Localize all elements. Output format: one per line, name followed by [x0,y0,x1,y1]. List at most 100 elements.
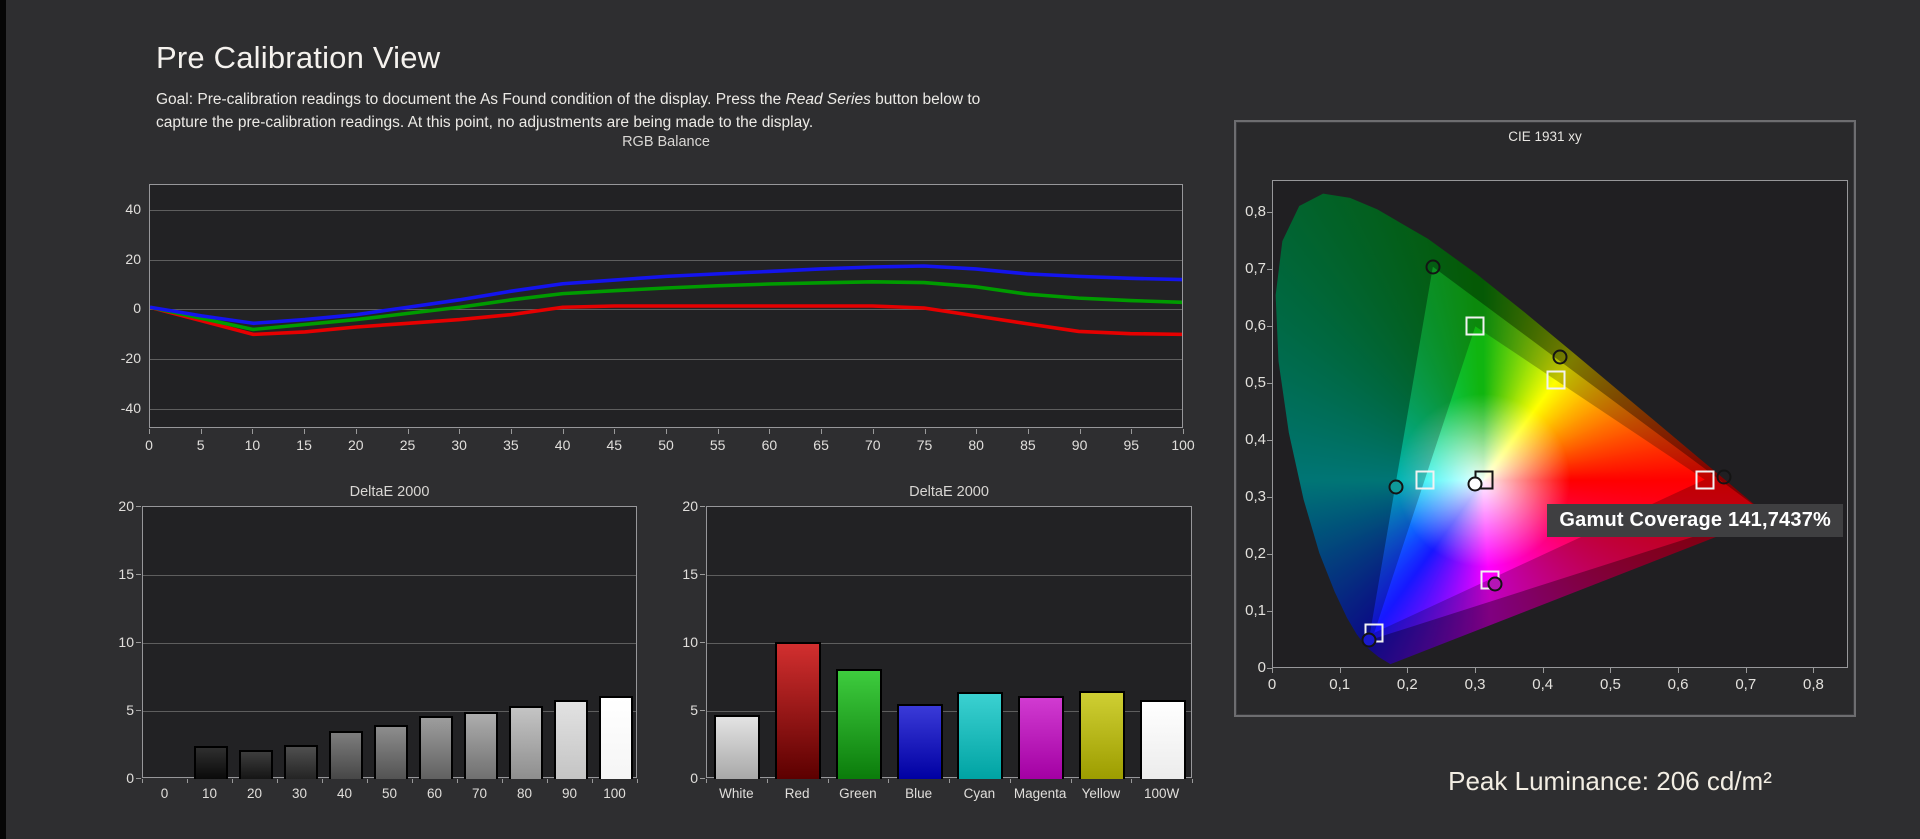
rgb-ytick-label: 20 [125,250,141,267]
deltae-xtick [457,779,458,783]
deltae-gridline [707,711,1191,712]
deltae-ytick-label: 0 [690,770,698,786]
peak-luminance-readout: Peak Luminance: 206 cd/m² [1448,766,1772,796]
rgb-xtick [200,429,202,434]
magenta-measured [1487,576,1503,592]
deltae-xtick [949,779,950,783]
rgb-xtick-label: 20 [348,437,364,453]
deltae-bar [553,700,588,779]
deltae-gridline [143,711,636,712]
deltae-bar [508,705,543,779]
yellow-target [1546,370,1566,390]
deltae-xtick-label: Cyan [963,786,996,801]
green-target [1465,316,1485,336]
deltae-xtick-label: Magenta [1013,786,1067,801]
deltae-bar [714,715,761,779]
deltae-xtick-label: 20 [246,786,263,801]
cyan-measured [1388,479,1404,495]
deltae-grayscale-title: DeltaE 2000 [349,484,430,500]
rgb-xtick [252,429,254,434]
deltae-bar [373,724,408,779]
cie-xtick [1813,668,1815,673]
blue-measured [1361,632,1377,648]
deltae-xtick-label: 30 [291,786,308,801]
deltae-ytick [136,574,141,575]
rgb-xtick [1183,429,1184,434]
cie-xtick-label: 0,6 [1667,676,1689,693]
rgb-xtick [562,429,564,434]
deltae-bar [1139,700,1186,779]
deltae-xtick [322,779,323,783]
deltae-xtick [827,779,829,783]
cie-xtick-label: 0,8 [1803,676,1824,693]
deltae-ytick [700,574,705,575]
cie-xtick [1475,668,1477,673]
deltae-xtick-label: 100W [1143,786,1180,801]
goal-line1-post: button below to [870,91,981,108]
rgb-xtick [717,429,719,434]
cie-ytick-label: 0,4 [1245,430,1266,448]
deltae-ytick-label: 20 [682,498,698,514]
rgb-xtick-label: 40 [554,437,571,453]
deltae-xtick [888,779,890,783]
deltae-xtick-label: 10 [201,786,218,801]
rgb-balance-title: RGB Balance [622,134,710,150]
cie-xtick [1745,668,1747,673]
cie-xtick [1542,668,1544,673]
deltae-xtick [1009,779,1011,783]
deltae-bar [775,641,822,779]
rgb-xtick-label: 25 [399,437,416,453]
rgb-xtick-label: 80 [968,437,984,453]
deltae-xtick [277,779,278,783]
rgb-gridline [150,259,1182,261]
cie-xtick-label: 0,3 [1464,676,1486,693]
rgb-xtick [1027,429,1029,434]
deltae-bar [193,746,228,779]
cie-ytick [1267,325,1272,327]
rgb-xtick-label: 5 [196,437,205,453]
deltae-xtick [637,779,638,783]
cie-ytick [1267,668,1272,669]
deltae-bar [957,691,1004,779]
rgb-xtick-label: 35 [503,437,519,453]
cie-xtick-label: 0,5 [1599,676,1621,693]
rgb-ytick-label: 40 [125,200,141,217]
red-measured [1716,469,1732,485]
goal-line2: capture the pre-calibration readings. At… [156,114,814,131]
red-target [1695,470,1715,490]
rgb-xtick-label: 100 [1171,437,1195,453]
deltae-bar [328,731,363,779]
deltae-xtick-label: 50 [381,786,398,801]
deltae-color-title: DeltaE 2000 [909,484,989,500]
deltae-bar [896,704,943,779]
rgb-xtick [976,429,978,434]
deltae-gridline [143,575,636,576]
rgb-balance-chart [149,184,1183,428]
rgb-xtick-label: 10 [244,437,261,453]
deltae-xtick [592,779,593,783]
deltae-gridline [707,575,1191,576]
deltae-ytick-label: 5 [690,702,698,718]
rgb-xtick-label: 55 [709,437,726,453]
deltae-color-chart [706,506,1192,779]
rgb-xtick-label: 65 [813,437,829,453]
deltae-xtick-label: 100 [603,786,626,801]
deltae-bar [835,668,882,779]
deltae-xtick-label: 90 [561,786,578,801]
yellow-measured [1552,349,1568,365]
deltae-xtick [142,779,143,783]
blue-balance-line [150,264,1182,326]
deltae-bar [1078,690,1125,779]
deltae-ytick-label: 15 [118,566,134,582]
deltae-xtick-label: Red [784,786,810,801]
cie-ytick [1267,382,1272,384]
deltae-ytick-label: 5 [126,702,134,718]
deltae-ytick-label: 20 [118,498,134,514]
rgb-xtick [459,429,461,434]
rgb-ytick-label: -20 [120,350,141,367]
cie-ytick [1267,211,1272,213]
deltae-xtick [232,779,233,783]
deltae-xtick-label: 60 [426,786,443,801]
deltae-xtick [766,779,768,783]
